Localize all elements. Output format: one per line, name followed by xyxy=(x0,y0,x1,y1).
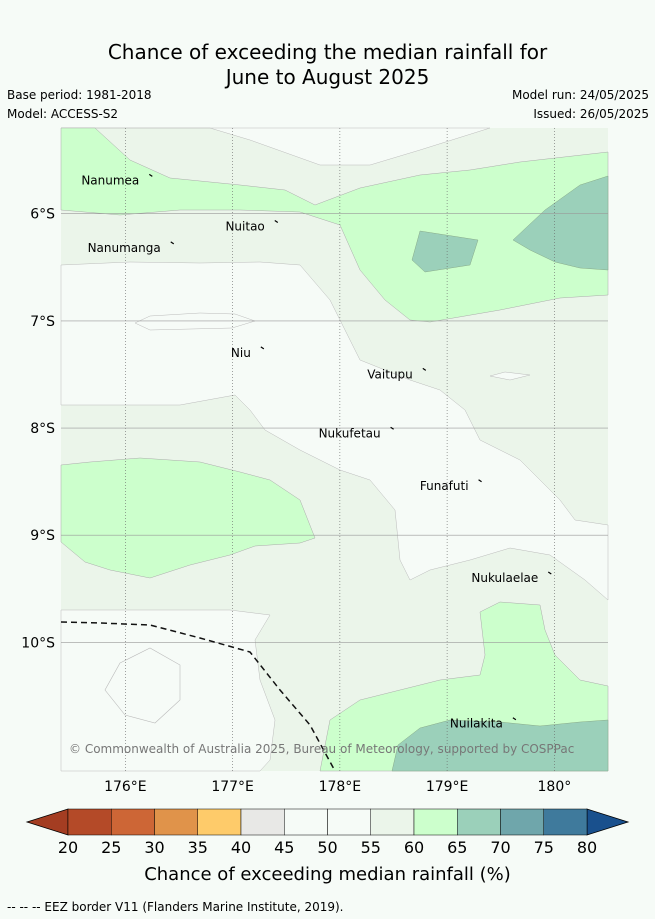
x-tick-label: 176°E xyxy=(104,779,147,795)
colorbar-segment xyxy=(500,808,544,836)
region-60-65-west xyxy=(60,457,316,579)
colorbar-tick-label: 25 xyxy=(101,838,121,857)
colorbar-tick-label: 50 xyxy=(317,838,337,857)
colorbar-tick-label: 35 xyxy=(188,838,208,857)
place-label: Nukufetau xyxy=(319,426,381,440)
colorbar-segment xyxy=(457,808,501,836)
title-line-2: June to August 2025 xyxy=(225,65,430,89)
title-line-1: Chance of exceeding the median rainfall … xyxy=(107,40,548,64)
x-tick-label: 180° xyxy=(538,779,572,795)
map-panel: Nanumea Nuitao Nanumanga Niu Vaitupu Nukufeta… xyxy=(60,127,609,772)
x-tick-label: 178°E xyxy=(319,779,362,795)
colorbar-tick-label: 75 xyxy=(534,838,554,857)
axis-ticks: 176°E 177°E 178°E 179°E 180° 6°S 7°S 8°S 9°S 10°S xyxy=(21,207,571,795)
chart-title: Chance of exceeding the median rainfall … xyxy=(0,40,655,90)
colorbar-segment xyxy=(111,808,155,836)
island-mark xyxy=(422,367,427,371)
island-mark xyxy=(148,173,153,177)
place-label: Nukulaelae xyxy=(471,571,538,585)
place-label: Funafuti xyxy=(420,479,469,493)
gridlines xyxy=(61,128,608,771)
island-mark xyxy=(512,717,517,721)
colorbar-tick-label: 65 xyxy=(447,838,467,857)
y-tick-label: 6°S xyxy=(30,207,55,223)
island-mark xyxy=(170,241,175,245)
colorbar-tick-label: 20 xyxy=(58,838,78,857)
colorbar-segment xyxy=(543,808,588,836)
places: Nanumea Nuitao Nanumanga Niu Vaitupu Nukufeta… xyxy=(81,173,552,731)
colorbar-segment xyxy=(197,808,242,836)
colorbar-tick-label: 70 xyxy=(490,838,510,857)
colorbar-segment xyxy=(370,808,415,836)
y-tick-label: 8°S xyxy=(30,421,55,437)
place-label: Nanumea xyxy=(81,173,139,187)
region-45-55-top xyxy=(61,127,491,166)
colorbar-tick-label: 40 xyxy=(231,838,251,857)
colorbar-tick-label: 45 xyxy=(274,838,294,857)
colorbar: 20 25 30 35 40 45 50 55 60 65 70 75 80 xyxy=(25,808,630,857)
island-mark xyxy=(390,426,394,430)
island-mark xyxy=(478,479,482,483)
colorbar-extend-low xyxy=(25,808,69,836)
place-label: Nuilakita xyxy=(450,717,503,731)
region-65-70-b xyxy=(512,175,609,271)
region-45-55-center xyxy=(60,261,609,601)
colorbar-tick-label: 30 xyxy=(144,838,164,857)
region-45-55-south xyxy=(60,609,276,772)
region-65-70-a xyxy=(411,230,479,273)
x-tick-label: 177°E xyxy=(211,779,254,795)
colorbar-segment xyxy=(413,808,458,836)
y-tick-label: 9°S xyxy=(30,528,55,544)
colorbar-tick-label: 80 xyxy=(577,838,597,857)
colorbar-segment xyxy=(284,808,328,836)
island-mark xyxy=(260,346,265,350)
place-label: Nuitao xyxy=(225,219,264,233)
colorbar-segment xyxy=(67,808,112,836)
model-run: Model run: 24/05/2025 xyxy=(511,88,649,102)
base-period: Base period: 1981-2018 xyxy=(7,88,152,102)
place-label: Nanumanga xyxy=(88,241,161,255)
place-label: Niu xyxy=(231,346,251,360)
eez-footnote: -- -- -- EEZ border V11 (Flanders Marine… xyxy=(7,900,344,914)
region-60-65-north xyxy=(60,127,609,323)
colorbar-segment xyxy=(327,808,371,836)
region-small-east xyxy=(489,371,531,381)
copyright-text: © Commonwealth of Australia 2025, Bureau… xyxy=(69,742,575,756)
region-65-70-c xyxy=(391,719,609,772)
issued-date: Issued: 26/05/2025 xyxy=(533,107,649,121)
model-name: Model: ACCESS-S2 xyxy=(7,107,119,121)
island-mark xyxy=(274,219,279,223)
colorbar-segment xyxy=(154,808,198,836)
y-tick-label: 10°S xyxy=(21,635,55,651)
region-small-west xyxy=(134,312,256,331)
island-mark xyxy=(547,571,552,575)
region-small-south xyxy=(104,647,181,724)
colorbar-label: Chance of exceeding median rainfall (%) xyxy=(144,864,511,885)
x-tick-label: 179°E xyxy=(426,779,469,795)
colorbar-tick-label: 55 xyxy=(361,838,381,857)
y-tick-label: 7°S xyxy=(30,314,55,330)
colorbar-tick-label: 60 xyxy=(404,838,424,857)
colorbar-segment xyxy=(240,808,285,836)
place-label: Vaitupu xyxy=(367,367,413,381)
colorbar-extend-high xyxy=(586,808,630,836)
